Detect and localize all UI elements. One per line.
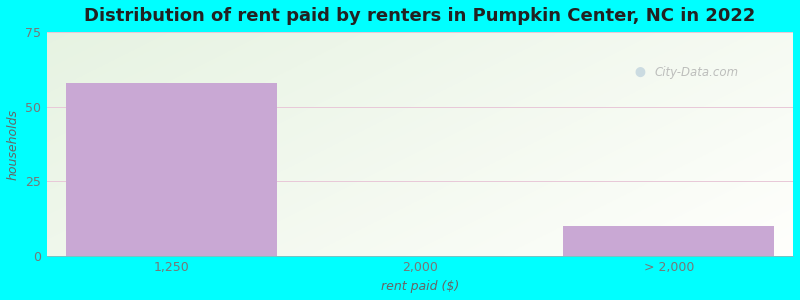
- Y-axis label: households: households: [7, 109, 20, 179]
- Bar: [66, 83, 277, 256]
- X-axis label: rent paid ($): rent paid ($): [381, 280, 459, 293]
- Text: City-Data.com: City-Data.com: [654, 66, 738, 79]
- Text: ⬤: ⬤: [634, 67, 646, 77]
- Bar: [563, 226, 774, 256]
- Title: Distribution of rent paid by renters in Pumpkin Center, NC in 2022: Distribution of rent paid by renters in …: [84, 7, 756, 25]
